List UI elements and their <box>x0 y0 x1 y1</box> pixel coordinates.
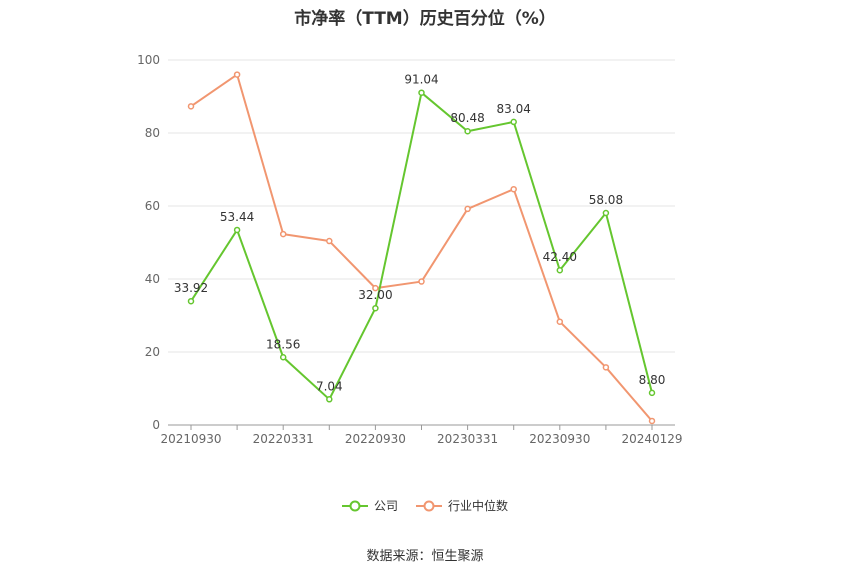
y-tick-label-100: 100 <box>137 53 160 67</box>
point-industry-20220331 <box>279 230 287 238</box>
data-label-company-20221231: 91.04 <box>404 73 438 87</box>
point-industry-20231231 <box>602 364 610 371</box>
series-line-company <box>190 91 653 401</box>
y-tick-label-20: 20 <box>145 345 160 359</box>
point-company-20230630 <box>510 118 517 126</box>
x-tick-label-20220930: 20220930 <box>345 432 406 446</box>
data-label-company-20220630: 7.04 <box>316 379 343 393</box>
legend-item-industry[interactable]: 行业中位数 <box>416 497 508 514</box>
y-tick-label-40: 40 <box>145 272 160 286</box>
x-tick-label-20210930: 20210930 <box>160 432 221 446</box>
data-labels: 33.92 53.44 18.56 7.04 32.00 91.04 80.48 83.04 4… <box>174 73 666 394</box>
data-label-company-20210930: 33.92 <box>174 281 208 295</box>
point-company-20230930 <box>556 266 564 274</box>
legend-label-company: 公司 <box>373 499 398 513</box>
x-tick-label-20230930: 20230930 <box>529 432 590 446</box>
chart-title: 市净率（TTM）历史百分位（%） <box>294 9 556 29</box>
data-label-company-20220930: 32.00 <box>358 288 392 302</box>
data-label-company-20230630: 83.04 <box>497 102 531 116</box>
point-company-20231231 <box>602 209 610 217</box>
data-label-company-20211231: 53.44 <box>220 210 254 224</box>
line-chart: 0 20 40 60 80 100 20210930 20220331 20220930 2023… <box>137 53 682 446</box>
axes: 0 20 40 60 80 100 20210930 20220331 20220930 2023… <box>137 53 682 446</box>
data-source: 数据来源：恒生聚源 <box>366 549 484 564</box>
y-tick-label-0: 0 <box>152 418 160 432</box>
data-label-company-20240129: 8.80 <box>639 373 666 387</box>
point-industry-20221231 <box>418 278 425 285</box>
data-label-company-20230930: 42.40 <box>543 250 577 264</box>
point-company-20220930 <box>372 304 379 312</box>
x-tick-label-20230331: 20230331 <box>437 432 498 446</box>
legend-label-industry: 行业中位数 <box>448 499 509 513</box>
data-label-company-20231231: 58.08 <box>589 193 623 207</box>
point-industry-20211231 <box>233 71 241 78</box>
point-industry-20220930 <box>372 284 379 292</box>
x-tick-label-20240129: 20240129 <box>621 432 682 446</box>
point-company-20230331 <box>464 127 471 135</box>
point-industry-20230630 <box>510 185 517 193</box>
point-company-20240129 <box>648 389 656 397</box>
y-tick-label-80: 80 <box>145 126 160 140</box>
point-industry-20210930 <box>187 103 195 110</box>
point-industry-20230930 <box>556 318 564 325</box>
point-company-20220331 <box>279 354 287 361</box>
point-industry-20240129 <box>648 417 656 425</box>
legend: 公司 行业中位数 <box>0 497 850 514</box>
point-company-20211231 <box>233 226 241 234</box>
series-line-industry <box>190 73 653 422</box>
point-industry-20230331 <box>464 205 471 213</box>
point-company-20210930 <box>187 297 195 305</box>
legend-item-company[interactable]: 公司 <box>341 497 398 514</box>
x-tick-label-20220331: 20220331 <box>253 432 314 446</box>
data-label-company-20230331: 80.48 <box>450 111 484 125</box>
y-tick-label-60: 60 <box>145 199 160 213</box>
data-label-company-20220331: 18.56 <box>266 337 300 351</box>
series-lines <box>187 71 656 425</box>
point-company-20220630 <box>326 396 333 403</box>
point-company-20221231 <box>418 89 425 96</box>
legend-swatch-company-icon <box>341 500 368 511</box>
point-industry-20220630 <box>326 237 333 245</box>
legend-swatch-industry-icon <box>416 500 442 511</box>
